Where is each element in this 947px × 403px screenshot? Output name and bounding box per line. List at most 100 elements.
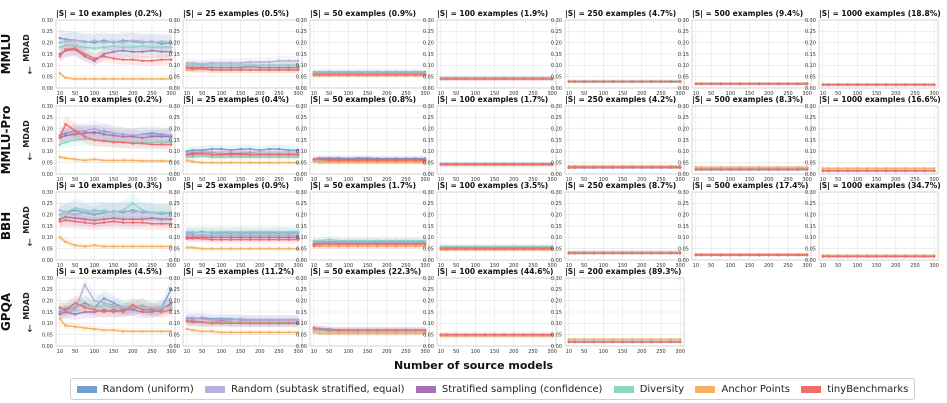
data-point	[856, 83, 859, 87]
data-point	[630, 251, 634, 255]
x-tick-label: 150	[236, 349, 246, 355]
x-tick-label: 200	[764, 263, 774, 269]
data-point	[423, 161, 427, 164]
data-point	[102, 221, 106, 224]
y-tick-label: 0.30	[678, 104, 689, 110]
x-tick-label: 300	[675, 263, 685, 269]
data-point	[356, 239, 360, 243]
data-point	[150, 49, 154, 52]
x-tick-label: 250	[274, 263, 284, 269]
x-tick-label: 50	[835, 177, 841, 183]
data-point	[64, 219, 67, 222]
x-tick-label: 250	[401, 349, 411, 355]
data-point	[856, 167, 859, 170]
x-tick-label: 200	[764, 91, 774, 97]
data-point	[141, 308, 144, 312]
y-tick-label: 0.20	[423, 126, 434, 132]
data-point	[229, 247, 233, 250]
x-tick-label: 200	[128, 263, 138, 269]
data-point	[210, 64, 214, 67]
data-point	[395, 332, 398, 335]
data-point	[239, 147, 242, 151]
data-point	[932, 167, 936, 170]
data-point	[73, 325, 77, 329]
data-point	[160, 77, 163, 81]
y-tick-label: 0.00	[423, 258, 434, 264]
y-tick-label: 0.05	[423, 160, 434, 166]
data-point	[58, 310, 62, 314]
x-tick-label: 250	[401, 91, 411, 97]
y-tick-label: 0.05	[423, 74, 434, 80]
data-point	[258, 331, 262, 334]
data-point	[131, 221, 135, 224]
x-tick-label: 300	[420, 349, 430, 355]
x-tick-label: 150	[236, 177, 246, 183]
data-point	[738, 165, 742, 169]
data-point	[64, 240, 67, 244]
data-point	[650, 337, 653, 341]
subplot: 0.00 0.05 0.10 0.15 0.20 0.25 0.30 10 50 100 150 20…	[169, 9, 303, 97]
data-point	[258, 66, 262, 69]
data-point	[694, 168, 698, 171]
x-tick-label: 200	[509, 349, 519, 355]
data-point	[512, 247, 516, 250]
data-point	[531, 245, 535, 248]
x-tick-label: 100	[90, 263, 100, 269]
data-point	[200, 329, 204, 333]
data-point	[621, 165, 624, 169]
x-axis-title: Number of source models	[393, 359, 554, 372]
data-point	[327, 242, 331, 246]
subplot: 0.00 0.05 0.10 0.15 0.20 0.25 0.30 10 50 100 150 20…	[551, 95, 685, 183]
data-point	[786, 253, 790, 257]
data-point	[786, 168, 790, 171]
x-tick-label: 250	[910, 263, 920, 269]
data-point	[582, 340, 586, 344]
data-point	[169, 329, 173, 333]
y-tick-label: 0.25	[296, 115, 307, 121]
y-tick-label: 0.15	[805, 138, 816, 144]
data-point	[748, 253, 751, 257]
data-point	[611, 337, 615, 341]
data-point	[678, 337, 682, 341]
x-tick-label: 150	[618, 177, 628, 183]
data-point	[621, 337, 624, 341]
data-point	[112, 301, 115, 305]
data-point	[239, 233, 242, 237]
data-point	[83, 283, 87, 287]
data-point	[592, 165, 596, 169]
subplot: 0.00 0.05 0.10 0.15 0.20 0.25 0.30 10 50 100 150 20…	[169, 267, 303, 355]
data-point	[694, 165, 698, 169]
data-point	[141, 217, 144, 221]
data-point	[220, 233, 223, 237]
data-point	[932, 255, 936, 258]
data-point	[83, 45, 87, 49]
data-point	[160, 310, 163, 314]
data-point	[277, 322, 281, 325]
data-point	[102, 208, 106, 212]
data-point	[865, 169, 869, 173]
data-point	[445, 247, 448, 250]
y-tick-label: 0.25	[805, 201, 816, 207]
data-point	[102, 133, 106, 136]
data-point	[277, 233, 281, 237]
x-tick-label: 150	[109, 263, 119, 269]
data-point	[356, 159, 360, 162]
data-point	[102, 159, 106, 162]
data-point	[296, 238, 300, 241]
data-point	[287, 233, 290, 237]
data-point	[268, 238, 271, 241]
data-point	[73, 157, 77, 161]
data-point	[827, 255, 830, 258]
data-point	[73, 138, 77, 142]
y-tick-label: 0.15	[551, 310, 562, 316]
data-point	[258, 161, 262, 164]
x-tick-label: 10	[438, 263, 444, 269]
data-point	[248, 322, 252, 325]
data-point	[865, 83, 869, 87]
data-point	[220, 238, 223, 241]
x-tick-label: 250	[528, 91, 538, 97]
x-tick-label: 200	[382, 91, 392, 97]
data-point	[169, 288, 173, 291]
x-tick-label: 200	[255, 263, 265, 269]
